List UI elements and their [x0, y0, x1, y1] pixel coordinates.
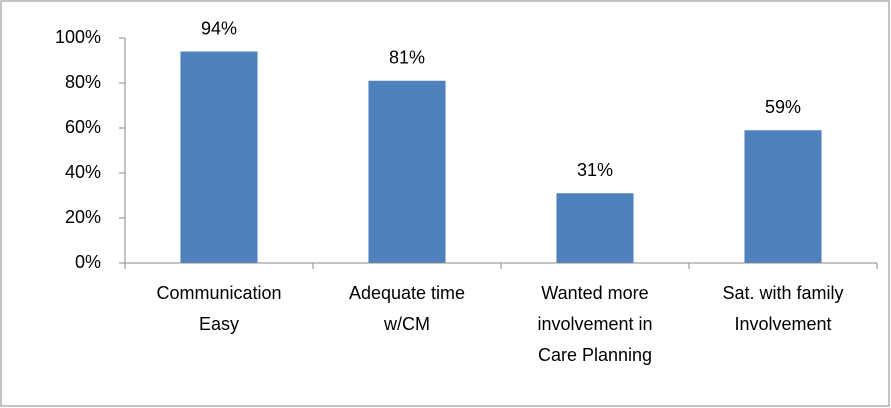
y-tick-label: 80%	[65, 72, 101, 92]
value-label: 94%	[201, 18, 237, 38]
x-tick-label: Communication Easy	[156, 283, 282, 334]
x-tick-label: Adequate time w/CM	[348, 283, 466, 334]
value-label: 81%	[389, 48, 425, 68]
y-tick-label: 60%	[65, 117, 101, 137]
bar	[368, 80, 446, 263]
bar	[744, 130, 822, 263]
x-tick-label: Sat. with family Involvement	[722, 283, 844, 334]
x-tick-label: Wanted more involvement in Care Planning	[537, 283, 653, 365]
value-label: 31%	[577, 160, 613, 180]
y-tick-label: 20%	[65, 207, 101, 227]
y-tick-label: 0%	[75, 252, 101, 272]
y-tick-label: 100%	[55, 27, 101, 47]
bar	[556, 193, 634, 263]
bar	[180, 51, 258, 263]
value-label: 59%	[765, 97, 801, 117]
y-tick-label: 40%	[65, 162, 101, 182]
